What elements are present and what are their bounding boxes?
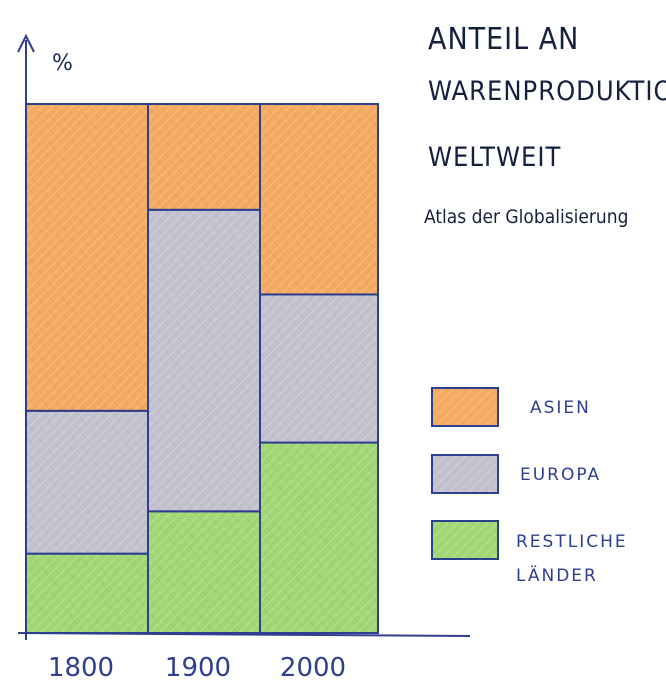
bar-shade-2000-europa — [260, 294, 378, 443]
bar-shade-2000-asien — [260, 104, 378, 295]
bar-shade-1800-restliche-länder — [26, 553, 148, 633]
bar-shade-1800-europa — [26, 410, 148, 554]
y-axis-arrow — [17, 33, 35, 53]
bar-outline-2000-asien — [259, 103, 379, 296]
legend-label-asien: ASIEN — [530, 398, 591, 418]
legend-swatch-hatch-europa — [432, 455, 498, 493]
x-axis — [17, 632, 471, 637]
bar-shade-1800-asien — [26, 104, 148, 411]
x-tick-label-1900: 1900 — [165, 653, 231, 683]
bar-shade-2000-restliche-länder — [260, 442, 378, 633]
bar-shade-1900-europa — [148, 209, 260, 512]
legend-swatch-outline-asien — [431, 387, 499, 427]
ticks-layer: 1800 1900 2000 — [48, 653, 346, 683]
chart-title-line-3: WELTWEIT — [428, 142, 562, 173]
legend-label-europa: EUROPA — [520, 465, 602, 485]
chart-title-line-2: WARENPRODUKTION — [428, 76, 666, 107]
legend-layer — [431, 387, 499, 560]
y-axis-label: % — [52, 51, 73, 76]
x-tick-label-2000: 2000 — [280, 653, 346, 683]
legend-swatch-hatch-restliche-länder — [432, 521, 498, 559]
axes-layer: % — [17, 33, 471, 640]
legend-swatch-outline-restliche-länder — [431, 520, 499, 560]
chart-subtitle: Atlas der Globalisierung — [424, 206, 629, 228]
bars-layer — [25, 103, 379, 635]
x-tick-label-1800: 1800 — [48, 653, 114, 683]
bar-shade-1900-restliche-länder — [148, 511, 260, 633]
legend-swatch-outline-europa — [431, 454, 499, 494]
legend-label-restliche-länder: RESTLICHE LÄNDER — [516, 532, 628, 586]
legend-swatch-hatch-asien — [432, 388, 498, 426]
chart-title-line-1: ANTEIL AN — [428, 22, 580, 57]
bar-shade-1900-asien — [148, 104, 260, 210]
